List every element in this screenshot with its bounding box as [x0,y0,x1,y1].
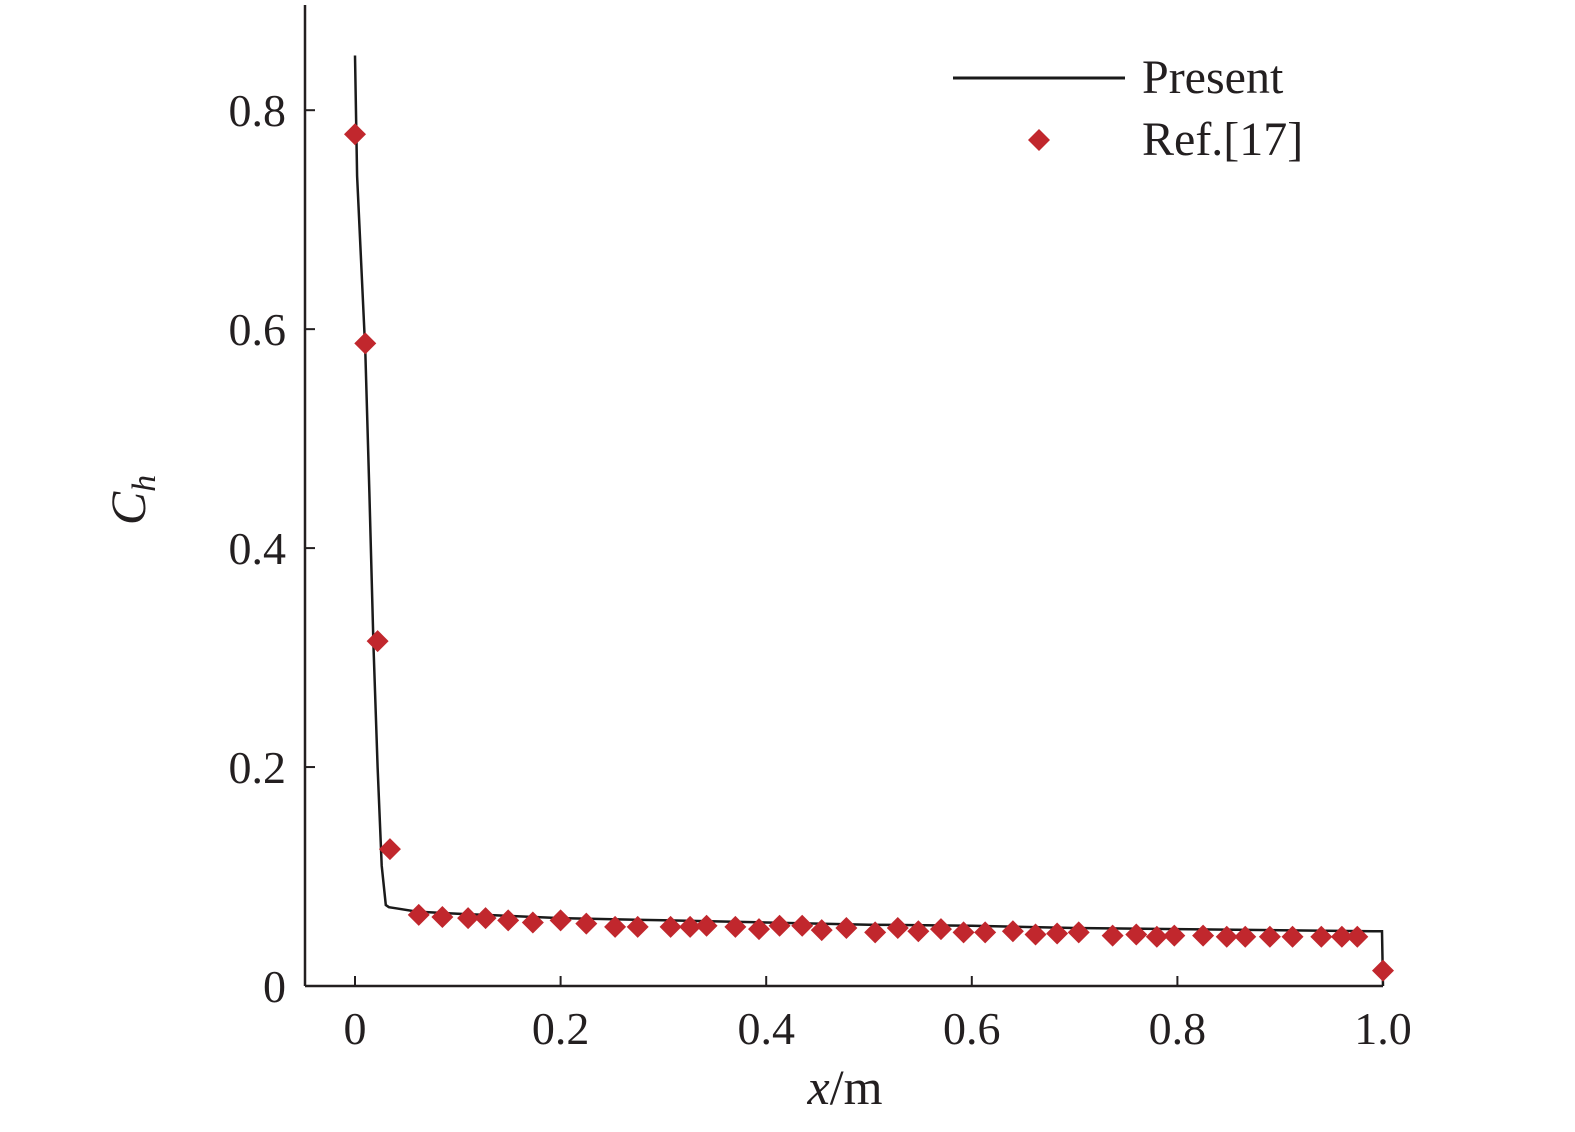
legend-label-ref: Ref.[17] [1142,113,1303,166]
data-point-ref17 [1346,925,1369,948]
data-point-ref17 [748,918,771,941]
data-point-ref17 [549,909,572,932]
legend: Present Ref.[17] [953,51,1303,166]
data-point-ref17 [1101,924,1124,947]
data-point-ref17 [864,921,887,944]
data-point-ref17 [974,921,997,944]
data-point-ref17 [1330,925,1353,948]
data-point-ref17 [1281,925,1304,948]
data-point-ref17 [457,907,480,930]
y-tick-label: 0 [263,961,286,1012]
x-tick-label: 1.0 [1354,1003,1412,1054]
series-line-present [353,55,1385,987]
data-point-ref17 [1046,922,1069,945]
y-tick-label: 0.4 [229,523,287,574]
data-point-ref17 [886,916,909,939]
data-point-ref17 [695,914,718,937]
data-point-ref17 [835,916,858,939]
data-point-ref17 [1163,924,1186,947]
data-point-ref17 [378,838,401,861]
x-tick-label: 0.6 [943,1003,1001,1054]
data-point-ref17 [521,911,544,934]
data-point-ref17 [1001,920,1024,943]
x-axis-label-var: x [807,1059,830,1115]
data-point-ref17 [604,915,627,938]
x-tick-label: 0.4 [737,1003,795,1054]
data-point-ref17 [1067,921,1090,944]
data-point-ref17 [1024,923,1047,946]
data-point-ref17 [1125,923,1148,946]
data-point-ref17 [474,907,497,930]
y-axis-label: Ch [100,475,163,525]
data-point-ref17 [431,906,454,929]
y-tick-label: 0.8 [229,85,287,136]
data-point-ref17 [724,915,747,938]
data-point-ref17 [929,918,952,941]
data-point-ref17 [366,630,389,653]
x-axis-label: x/m [807,1059,883,1115]
data-point-ref17 [497,909,520,932]
axes [303,5,1383,988]
data-point-ref17 [354,332,377,355]
data-point-ref17 [1192,924,1215,947]
x-axis-label-unit: /m [830,1059,883,1115]
y-axis-label-main: C [100,491,156,525]
data-point-ref17 [1215,925,1238,948]
data-point-ref17 [1310,925,1333,948]
data-point-ref17 [1372,959,1394,982]
data-point-ref17 [791,914,814,937]
data-point-ref17 [344,123,366,146]
data-point-ref17 [768,914,791,937]
data-point-ref17 [626,915,649,938]
ticks: 0 0.2 0.4 0.6 0.8 1.0 0 0.2 0.4 0.6 0.8 [229,85,1412,1054]
x-tick-label: 0.8 [1149,1003,1207,1054]
data-point-ref17 [1234,925,1257,948]
data-point-ref17 [1258,925,1281,948]
x-tick-label: 0.2 [532,1003,590,1054]
legend-marker-swatch [1028,129,1050,151]
y-tick-label: 0.2 [229,742,287,793]
series [344,55,1394,987]
data-point-ref17 [810,919,833,942]
data-point-ref17 [659,915,682,938]
legend-label-present: Present [1142,51,1284,104]
y-axis-label-sub: h [126,475,163,492]
data-point-ref17 [575,912,598,935]
data-point-ref17 [952,921,975,944]
data-point-ref17 [679,915,702,938]
data-point-ref17 [907,920,930,943]
data-point-ref17 [407,903,430,926]
x-tick-label: 0 [344,1003,367,1054]
y-tick-label: 0.6 [229,304,287,355]
data-point-ref17 [1145,925,1168,948]
